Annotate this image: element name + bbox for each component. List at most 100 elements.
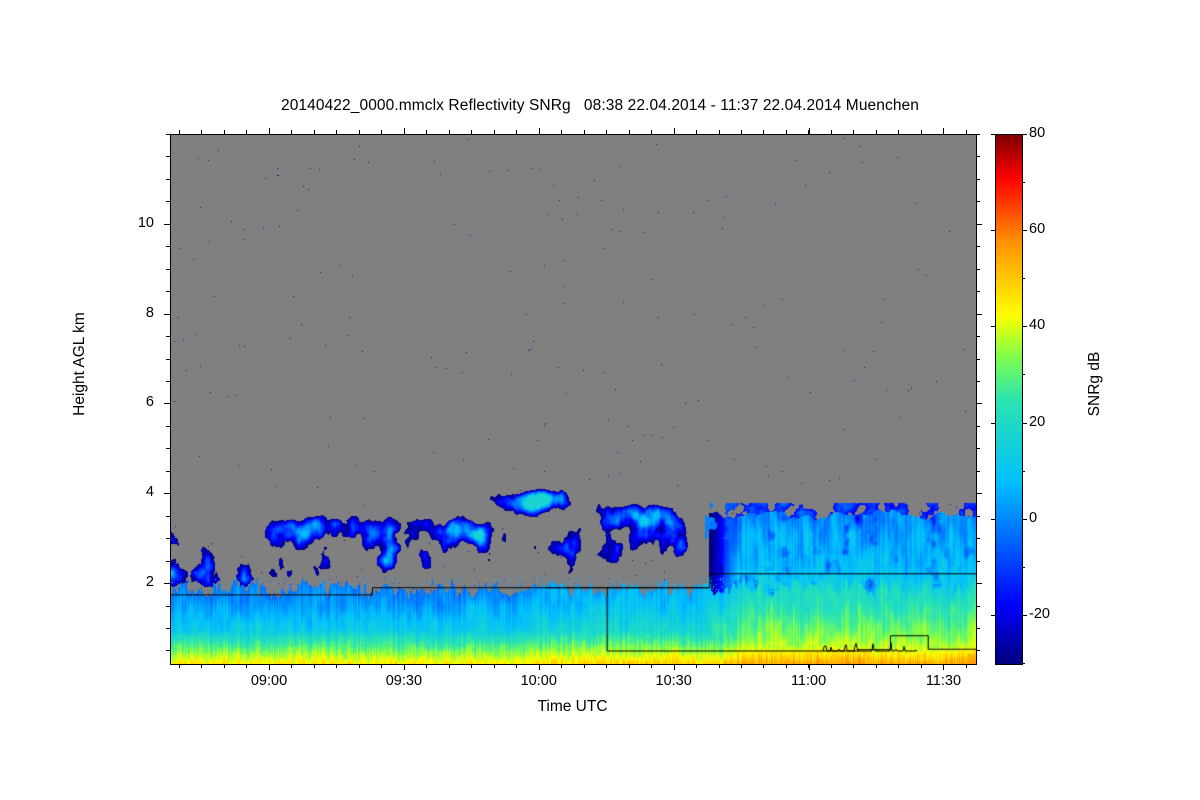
colorbar-minor-tick [1022,566,1025,568]
x-axis-minor-tick [201,130,203,134]
y-axis-minor-tick [976,448,980,450]
y-axis-minor-tick [976,560,980,562]
y-axis-minor-tick [976,538,980,540]
y-axis-minor-tick [976,134,980,135]
y-axis-minor-tick [166,336,170,338]
y-axis-minor-tick [976,291,980,293]
y-axis-minor-tick [976,336,980,338]
y-axis-minor-tick [166,358,170,360]
colorbar-tick-label: 20 [1029,413,1046,430]
x-axis-minor-tick [763,130,765,134]
y-axis-minor-tick [166,291,170,293]
y-axis-minor-tick [166,313,170,315]
y-axis-minor-tick [166,268,170,270]
colorbar [995,134,1023,665]
x-axis-minor-tick [403,130,405,134]
y-axis-minor-tick [976,178,980,180]
x-axis-tick-label: 11:00 [790,673,827,689]
y-axis-minor-tick [166,201,170,203]
y-axis-tick-label: 2 [145,574,154,591]
y-axis-minor-tick [166,425,170,427]
y-axis-minor-tick [976,313,980,315]
y-axis-minor-tick [976,380,980,382]
x-axis-minor-tick [246,664,248,668]
y-axis-minor-tick [166,403,170,405]
x-axis-minor-tick [516,130,518,134]
y-axis-minor-tick [976,493,980,495]
x-axis-minor-tick [538,664,540,668]
colorbar-tick [991,422,996,424]
x-axis-minor-tick [651,664,653,668]
colorbar-minor-tick [1022,374,1025,376]
x-axis-minor-tick [471,130,473,134]
x-axis-minor-tick [606,130,608,134]
x-axis-minor-tick [943,664,945,668]
colorbar-tick-label: 0 [1029,509,1038,526]
x-axis-minor-tick [673,664,675,668]
x-axis-minor-tick [965,664,967,668]
y-axis-minor-tick [166,538,170,540]
y-axis-minor-tick [166,223,170,225]
y-axis-minor-tick [166,470,170,472]
y-axis-tick-label: 8 [145,304,154,321]
colorbar-label: SNRg dB [1086,351,1103,417]
y-axis-minor-tick [166,246,170,248]
y-axis-minor-tick [976,583,980,585]
y-axis-minor-tick [976,627,980,629]
colorbar-minor-tick [1022,470,1025,472]
colorbar-minor-tick [1022,278,1025,280]
x-axis-minor-tick [178,664,180,668]
y-axis-minor-tick [976,515,980,517]
x-axis-minor-tick [403,664,405,668]
colorbar-tick [1022,422,1027,424]
x-axis-minor-tick [583,664,585,668]
y-axis-minor-tick [166,134,170,135]
colorbar-tick [991,326,996,328]
x-axis-minor-tick [223,130,225,134]
colorbar-tick-label: 80 [1029,125,1046,141]
colorbar-tick [1022,326,1027,328]
y-axis-minor-tick [166,650,170,652]
y-axis-minor-tick [166,178,170,180]
y-axis-minor-tick [166,156,170,158]
y-axis-tick-label: 4 [145,484,154,501]
x-axis-minor-tick [696,130,698,134]
x-axis-minor-tick [808,664,810,668]
colorbar-tick-label: 40 [1029,317,1046,334]
x-axis-minor-tick [426,664,428,668]
y-axis-minor-tick [976,246,980,248]
x-axis-minor-tick [516,664,518,668]
page-title: 20140422_0000.mmclx Reflectivity SNRg 08… [280,97,919,114]
y-axis-minor-tick [976,223,980,225]
x-axis-minor-tick [358,130,360,134]
x-axis-minor-tick [561,664,563,668]
colorbar-tick-label: 60 [1029,221,1046,238]
x-axis-minor-tick [291,130,293,134]
x-axis-minor-tick [718,130,720,134]
colorbar-gradient [996,135,1022,664]
y-axis-minor-tick [166,605,170,607]
x-axis-minor-tick [898,130,900,134]
y-axis-minor-tick [976,156,980,158]
x-axis-minor-tick [426,130,428,134]
x-axis-minor-tick [268,664,270,668]
y-axis-minor-tick [166,583,170,585]
x-axis-minor-tick [313,130,315,134]
x-axis-minor-tick [561,130,563,134]
y-axis-label: Height AGL km [71,312,88,416]
x-axis-minor-tick [920,664,922,668]
y-axis-minor-tick [976,605,980,607]
colorbar-tick [991,614,996,616]
x-axis-tick-label: 10:30 [655,673,692,689]
x-axis-minor-tick [291,664,293,668]
y-axis-minor-tick [976,650,980,652]
x-axis-minor-tick [875,130,877,134]
x-axis-minor-tick [381,664,383,668]
x-axis-minor-tick [583,130,585,134]
y-axis-minor-tick [976,425,980,427]
x-axis-minor-tick [381,130,383,134]
x-axis-minor-tick [336,130,338,134]
x-axis-minor-tick [493,130,495,134]
x-axis-minor-tick [853,664,855,668]
